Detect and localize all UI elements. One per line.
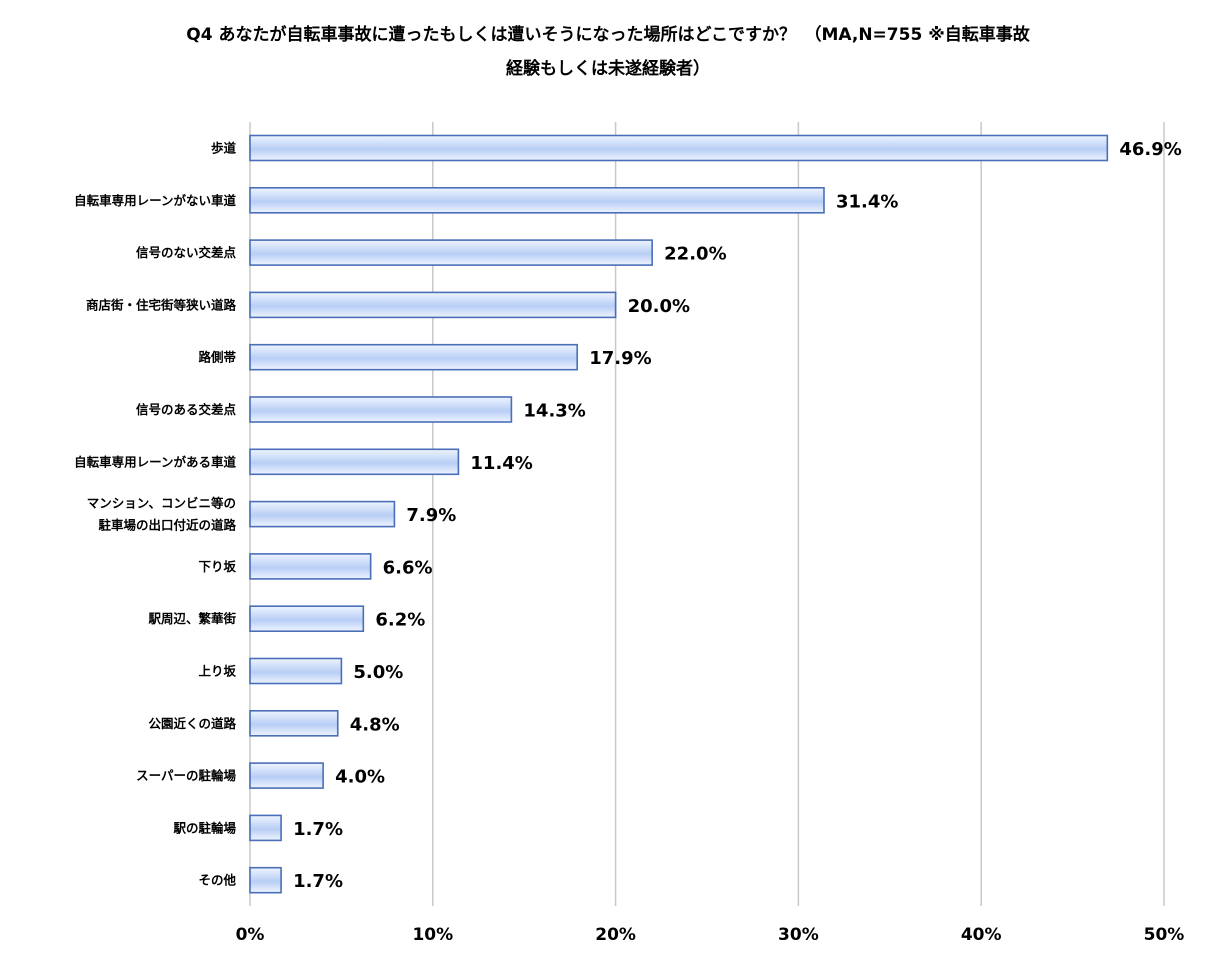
bar bbox=[249, 814, 282, 842]
x-tick-label: 50% bbox=[1144, 925, 1185, 945]
bar bbox=[249, 605, 365, 633]
category-label: スーパーの駐輪場 bbox=[136, 768, 236, 783]
chart-title-line-2: 経験もしくは未遂経験者） bbox=[506, 59, 710, 79]
value-label: 11.4% bbox=[470, 453, 532, 474]
bar bbox=[249, 343, 579, 371]
value-label: 20.0% bbox=[628, 296, 690, 317]
bar bbox=[249, 291, 617, 319]
x-axis-tick-labels: 0% 10% 20% 30% 40% 50% bbox=[236, 925, 1185, 945]
x-tick-label: 20% bbox=[595, 925, 636, 945]
bar bbox=[249, 657, 343, 685]
bar bbox=[249, 553, 372, 580]
bar bbox=[249, 762, 324, 789]
category-label: 駅周辺、繁華街 bbox=[147, 611, 236, 626]
category-label: 信号のある交差点 bbox=[136, 402, 237, 417]
value-labels: 46.9% 31.4% 22.0% 20.0% 17.9% 14.3% 11.4% 7.9% 6… bbox=[293, 139, 1182, 892]
value-label: 46.9% bbox=[1119, 139, 1181, 160]
category-labels: 歩道自転車専用レーンがない車道信号のない交差点商店街・住宅街等狭い道路路側帯信号… bbox=[74, 141, 236, 888]
value-label: 5.0% bbox=[353, 662, 403, 683]
bars bbox=[249, 134, 1109, 894]
category-label: 路側帯 bbox=[198, 350, 236, 365]
category-label: 自転車専用レーンがある車道 bbox=[74, 454, 236, 469]
value-label: 4.8% bbox=[350, 714, 400, 735]
bar bbox=[249, 239, 653, 266]
chart-title: Q4 あなたが自転車事故に遭ったもしくは遭いそうになった場所はどこですか？ （M… bbox=[0, 18, 1216, 86]
bar bbox=[249, 187, 825, 214]
value-label: 31.4% bbox=[836, 191, 898, 212]
category-label: マンション、コンビニ等の駐車場の出口付近の道路 bbox=[87, 496, 237, 533]
category-label: 公園近くの道路 bbox=[148, 716, 236, 731]
bar bbox=[249, 866, 282, 894]
bar bbox=[249, 500, 396, 528]
bar bbox=[249, 448, 460, 476]
bar bbox=[249, 396, 513, 423]
value-label: 1.7% bbox=[293, 819, 343, 840]
category-label: 上り坂 bbox=[198, 664, 236, 679]
x-tick-label: 10% bbox=[412, 925, 453, 945]
x-tick-label: 0% bbox=[236, 925, 265, 945]
value-label: 4.0% bbox=[335, 767, 385, 788]
category-label: 下り坂 bbox=[198, 559, 236, 574]
category-label: 自転車専用レーンがない車道 bbox=[74, 193, 236, 208]
bar bbox=[249, 709, 339, 737]
value-label: 1.7% bbox=[293, 871, 343, 892]
bar bbox=[249, 134, 1109, 162]
value-label: 14.3% bbox=[523, 401, 585, 422]
value-label: 17.9% bbox=[589, 348, 651, 369]
chart-title-line-1: Q4 あなたが自転車事故に遭ったもしくは遭いそうになった場所はどこですか？ （M… bbox=[186, 25, 1030, 45]
value-label: 6.6% bbox=[383, 557, 433, 578]
category-label: 信号のない交差点 bbox=[136, 245, 237, 260]
value-label: 22.0% bbox=[664, 244, 726, 265]
value-label: 6.2% bbox=[375, 610, 425, 631]
category-label: 駅の駐輪場 bbox=[172, 820, 236, 835]
x-tick-label: 40% bbox=[961, 925, 1002, 945]
category-label: 商店街・住宅街等狭い道路 bbox=[86, 297, 237, 312]
category-label: 歩道 bbox=[211, 141, 237, 156]
x-tick-label: 30% bbox=[778, 925, 819, 945]
value-label: 7.9% bbox=[406, 505, 456, 526]
category-label: その他 bbox=[198, 873, 236, 888]
